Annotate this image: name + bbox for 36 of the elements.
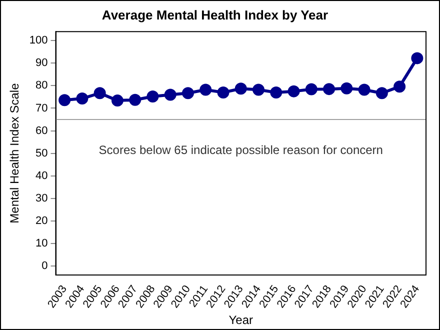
point xyxy=(146,90,159,103)
point xyxy=(111,94,124,107)
y-tick-label: 100 xyxy=(29,34,48,47)
point xyxy=(94,87,106,100)
point xyxy=(411,52,424,64)
y-tick-label: 80 xyxy=(36,80,48,92)
point xyxy=(200,84,212,96)
point xyxy=(58,94,71,106)
y-tick-label: 0 xyxy=(42,260,48,272)
y-tick-label: 20 xyxy=(36,214,48,227)
y-axis-title: Mental Health Index Scale xyxy=(8,82,22,224)
point xyxy=(270,86,282,98)
point xyxy=(217,86,230,98)
y-tick-label: 30 xyxy=(36,192,48,204)
point xyxy=(234,82,247,95)
point xyxy=(182,87,194,100)
point xyxy=(358,84,370,96)
point xyxy=(164,88,176,101)
y-tick-label: 70 xyxy=(36,102,48,114)
point xyxy=(376,87,388,100)
point xyxy=(394,80,406,93)
point xyxy=(252,84,265,96)
point xyxy=(340,82,353,94)
point xyxy=(305,83,318,96)
point xyxy=(323,83,336,96)
point xyxy=(76,92,88,105)
chart-title: Average Mental Health Index by Year xyxy=(102,7,328,22)
point xyxy=(288,85,300,98)
x-axis-title: Year xyxy=(228,313,253,328)
y-tick-label: 50 xyxy=(36,147,48,160)
point xyxy=(129,94,142,106)
y-tick-label: 60 xyxy=(36,124,48,137)
y-tick-label: 90 xyxy=(36,57,48,70)
y-tick-label: 40 xyxy=(36,170,48,182)
annotation: Scores below 65 indicate possible reason for concern xyxy=(98,142,383,157)
y-tick-label: 10 xyxy=(36,237,48,250)
